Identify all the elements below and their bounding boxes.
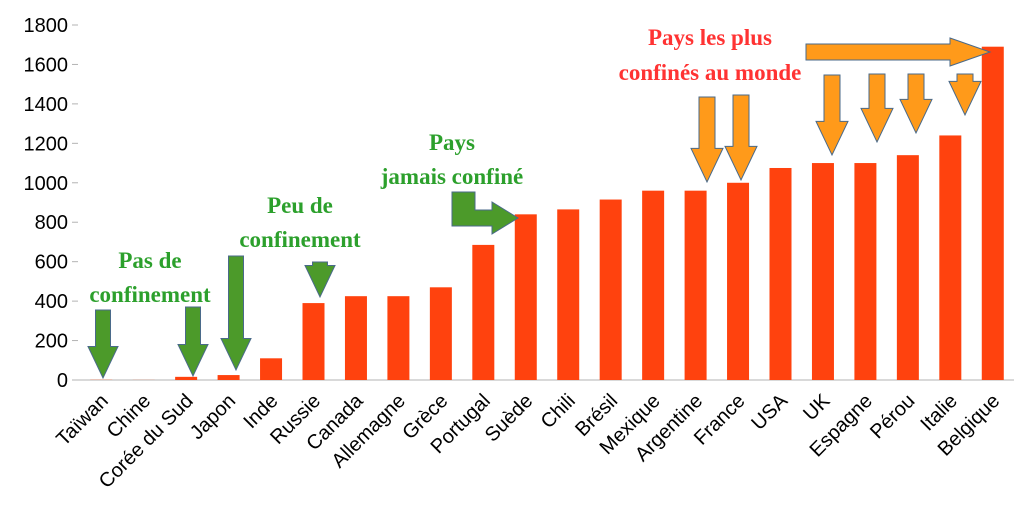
arrow [815, 74, 849, 157]
bar [811, 163, 834, 380]
arrow [304, 261, 336, 299]
y-tick-label: 600 [35, 252, 68, 274]
bar [429, 287, 452, 380]
x-tick-label: USA [747, 390, 792, 435]
annotation: Peu de [267, 193, 333, 218]
arrow [451, 191, 519, 235]
bar [302, 303, 325, 380]
arrow [724, 94, 758, 182]
bar [727, 182, 750, 380]
bar [684, 190, 707, 380]
bar [769, 167, 792, 380]
x-tick-label: Suède [481, 390, 537, 446]
bar [939, 135, 962, 380]
arrow [220, 255, 252, 372]
y-tick-label: 1600 [24, 54, 69, 76]
x-tick-label: UK [799, 390, 835, 426]
y-tick-label: 1400 [24, 94, 69, 116]
arrow [899, 73, 933, 135]
bar [472, 244, 495, 380]
y-tick-label: 1800 [24, 15, 69, 37]
bar [387, 296, 410, 380]
arrow [860, 73, 894, 144]
arrow [177, 306, 209, 378]
bar [896, 155, 919, 380]
bar [557, 209, 580, 380]
bar [514, 214, 537, 380]
arrow [690, 96, 724, 184]
y-tick-label: 1200 [24, 133, 69, 155]
x-tick-label: Taïwan [52, 390, 112, 450]
bar [217, 375, 240, 380]
x-tick-label: Japon [186, 390, 240, 444]
arrow [87, 309, 119, 380]
bar [344, 296, 367, 380]
bar [642, 190, 665, 380]
annotation: confinés au monde [619, 60, 802, 85]
annotation: confinement [239, 227, 361, 252]
y-tick-label: 0 [57, 370, 68, 392]
bar [854, 163, 877, 380]
bar [260, 358, 283, 380]
bar [175, 376, 198, 380]
annotation: Pas de [118, 248, 181, 273]
bar [599, 199, 622, 380]
arrow [948, 73, 982, 117]
y-tick-label: 200 [35, 331, 68, 353]
annotation: jamais confiné [380, 164, 523, 189]
annotation: Pays [429, 130, 475, 155]
y-tick-label: 1000 [24, 173, 69, 195]
y-tick-label: 800 [35, 212, 68, 234]
annotation: Pays les plus [648, 25, 772, 50]
y-tick-label: 400 [35, 291, 68, 313]
bar [981, 46, 1004, 380]
annotation: confinement [89, 282, 211, 307]
x-tick-label: Pérou [866, 390, 919, 443]
arrow [805, 37, 992, 67]
